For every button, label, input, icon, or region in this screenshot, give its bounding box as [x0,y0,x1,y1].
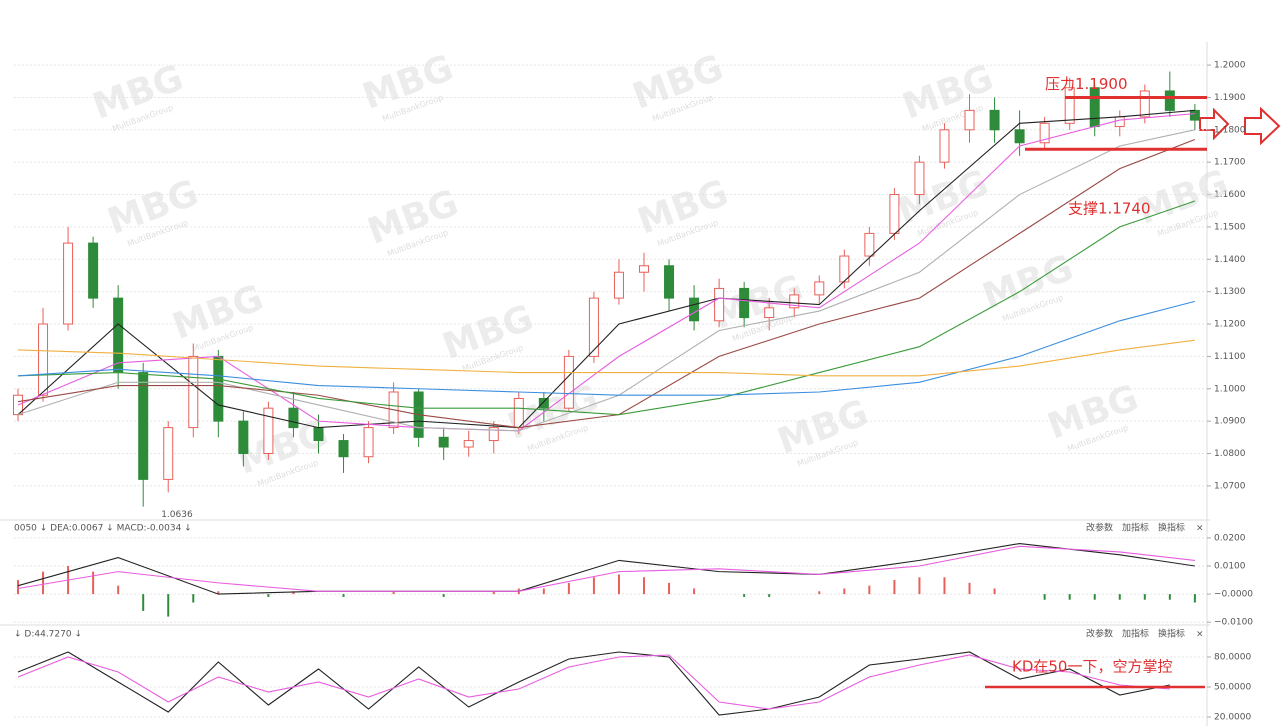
candle-body [163,427,174,480]
candle-body [689,297,700,322]
low-label: 1.0636 [161,510,193,520]
candle-body [113,297,124,374]
y-tick-label: −0.0000 [1214,590,1253,600]
candle-body [488,427,499,442]
y-tick-label: 1.0700 [1214,481,1246,491]
candle-body [213,355,224,422]
candle-body [1139,90,1150,118]
y-tick-label: 50.0000 [1214,683,1251,693]
candle-body [138,372,149,480]
candle-body [739,287,750,319]
annotation: 压力1.1900 [1045,75,1128,93]
y-tick-label: 1.0800 [1214,449,1246,459]
y-tick-label: 1.0900 [1214,417,1246,427]
candle-body [1039,122,1050,144]
candle-body [1089,87,1100,128]
indicator-button[interactable]: 改参数 [1086,522,1113,534]
candle-body [1014,129,1025,144]
candle-body [438,436,449,448]
y-tick-label: 1.1800 [1214,125,1246,135]
candle-body [964,109,975,131]
y-tick-label: 1.1400 [1214,255,1246,265]
candle-body [1114,116,1125,128]
y-tick-label: 20.0000 [1214,713,1251,723]
candle-body [839,255,850,283]
candle-body [563,355,574,409]
candle-body [238,420,249,454]
candle-body [789,294,800,309]
indicator-button[interactable]: 加指标 [1122,628,1149,640]
candle-body [864,232,875,257]
candle-body [939,129,950,163]
indicator-button[interactable]: 改参数 [1086,628,1113,640]
indicator-line [17,651,1170,716]
indicator-button[interactable]: 换指标 [1158,522,1185,534]
candle-body [613,271,624,299]
indicator-header: ↓ D:44.7270 ↓ [14,630,82,640]
candle-body [914,161,925,196]
candle-body [188,355,199,429]
y-tick-label: 1.1500 [1214,222,1246,232]
y-tick-label: 80.0000 [1214,653,1251,663]
annotation: KD在50一下，空方掌控 [1012,658,1172,676]
indicator-line [17,200,1196,416]
candle-body [588,297,599,357]
y-tick-label: 1.1900 [1214,93,1246,103]
candle-body [639,265,649,273]
y-tick-label: 1.1700 [1214,158,1246,168]
candle-body [538,397,549,409]
indicator-button[interactable]: × [1196,630,1204,640]
candle-body [338,440,349,458]
candle-body [63,242,74,325]
candle-body [88,242,99,299]
candle-body [1064,87,1075,124]
indicator-line [17,654,1170,710]
candle-body [1189,109,1200,121]
candle-body [814,281,825,296]
candle-body [263,407,274,454]
y-tick-label: 1.1200 [1214,320,1246,330]
y-tick-label: 1.1300 [1214,287,1246,297]
indicator-button[interactable]: 换指标 [1158,628,1185,640]
candle-body [313,427,324,442]
candle-body [1164,90,1175,111]
candle-body [714,287,725,322]
candle-body [889,194,900,234]
y-tick-label: 0.0200 [1214,533,1246,543]
indicator-button[interactable]: × [1196,524,1204,534]
candle-body [38,323,49,396]
y-tick-label: −0.0100 [1214,618,1253,628]
y-tick-label: 1.1600 [1214,190,1246,200]
y-tick-label: 1.1100 [1214,352,1246,362]
y-tick-label: 0.0100 [1214,562,1246,572]
indicator-line [17,109,1195,429]
indicator-line [17,339,1195,377]
y-tick-label: 1.2000 [1214,61,1246,71]
candle-body [664,265,675,299]
candle-body [463,440,474,448]
indicator-header: 0050 ↓ DEA:0.0067 ↓ MACD:-0.0034 ↓ [14,524,192,534]
candle-body [513,397,524,429]
candle-body [764,307,775,319]
arrow-icon [1244,106,1281,146]
indicator-button[interactable]: 加指标 [1122,522,1149,534]
candle-body [363,427,374,458]
candle-body [288,407,299,429]
y-tick-label: 1.1000 [1214,384,1246,394]
indicator-line [17,113,1195,432]
annotation: 支撑1.1740 [1068,200,1151,218]
indicator-line [17,545,1195,592]
candle-body [989,109,1000,131]
indicator-line [17,300,1196,396]
indicator-line [17,542,1195,595]
